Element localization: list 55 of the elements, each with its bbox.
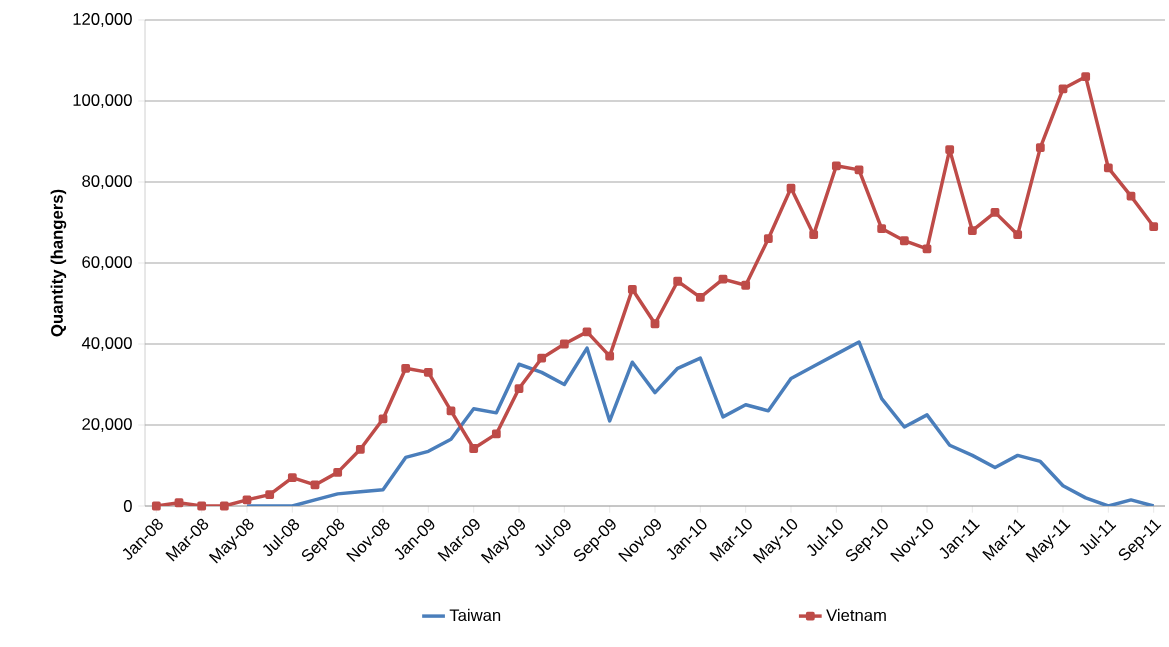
point: [1013, 230, 1023, 240]
y-tick-label: 100,000: [73, 94, 132, 108]
point: [650, 319, 660, 329]
point: [627, 284, 637, 294]
point: [446, 406, 456, 416]
point: [469, 444, 479, 453]
y-tick-label: 120,000: [73, 13, 132, 27]
point: [718, 274, 728, 284]
point: [945, 145, 955, 155]
point: [899, 236, 909, 246]
point: [582, 327, 592, 337]
y-axis-title: Quantity (hangers): [50, 189, 67, 337]
point: [990, 207, 1000, 217]
legend-label: Taiwan: [449, 608, 501, 622]
point: [1058, 84, 1068, 94]
point: [922, 244, 932, 254]
point: [1149, 222, 1159, 231]
point: [378, 414, 388, 424]
point: [242, 495, 252, 505]
point: [197, 501, 207, 511]
point: [423, 367, 433, 377]
y-tick-label: 80,000: [82, 175, 132, 189]
point: [854, 165, 864, 175]
y-tick-label: 60,000: [82, 256, 132, 270]
point: [809, 230, 819, 240]
point: [491, 429, 501, 439]
point: [967, 226, 977, 236]
point: [695, 293, 705, 302]
point: [514, 384, 524, 393]
point: [355, 444, 365, 454]
y-tick-label: 20,000: [82, 418, 132, 432]
point: [537, 353, 547, 363]
point: [151, 501, 161, 511]
point: [1126, 191, 1136, 201]
point: [310, 480, 320, 490]
point: [333, 467, 343, 477]
point: [401, 363, 411, 373]
point: [763, 234, 773, 244]
point: [174, 498, 184, 508]
point: [673, 276, 683, 286]
point: [786, 183, 796, 193]
legend-label: Vietnam: [826, 608, 886, 622]
point: [265, 490, 275, 500]
point: [559, 339, 569, 349]
point: [287, 473, 297, 483]
point: [1103, 163, 1113, 173]
point: [605, 351, 615, 361]
point: [831, 161, 841, 171]
point: [741, 280, 751, 290]
y-tick-label: 40,000: [81, 337, 132, 351]
point: [1035, 143, 1045, 152]
point: [1081, 72, 1091, 82]
y-tick-label: 0: [123, 500, 132, 512]
point: [219, 501, 229, 511]
point: [877, 224, 887, 233]
